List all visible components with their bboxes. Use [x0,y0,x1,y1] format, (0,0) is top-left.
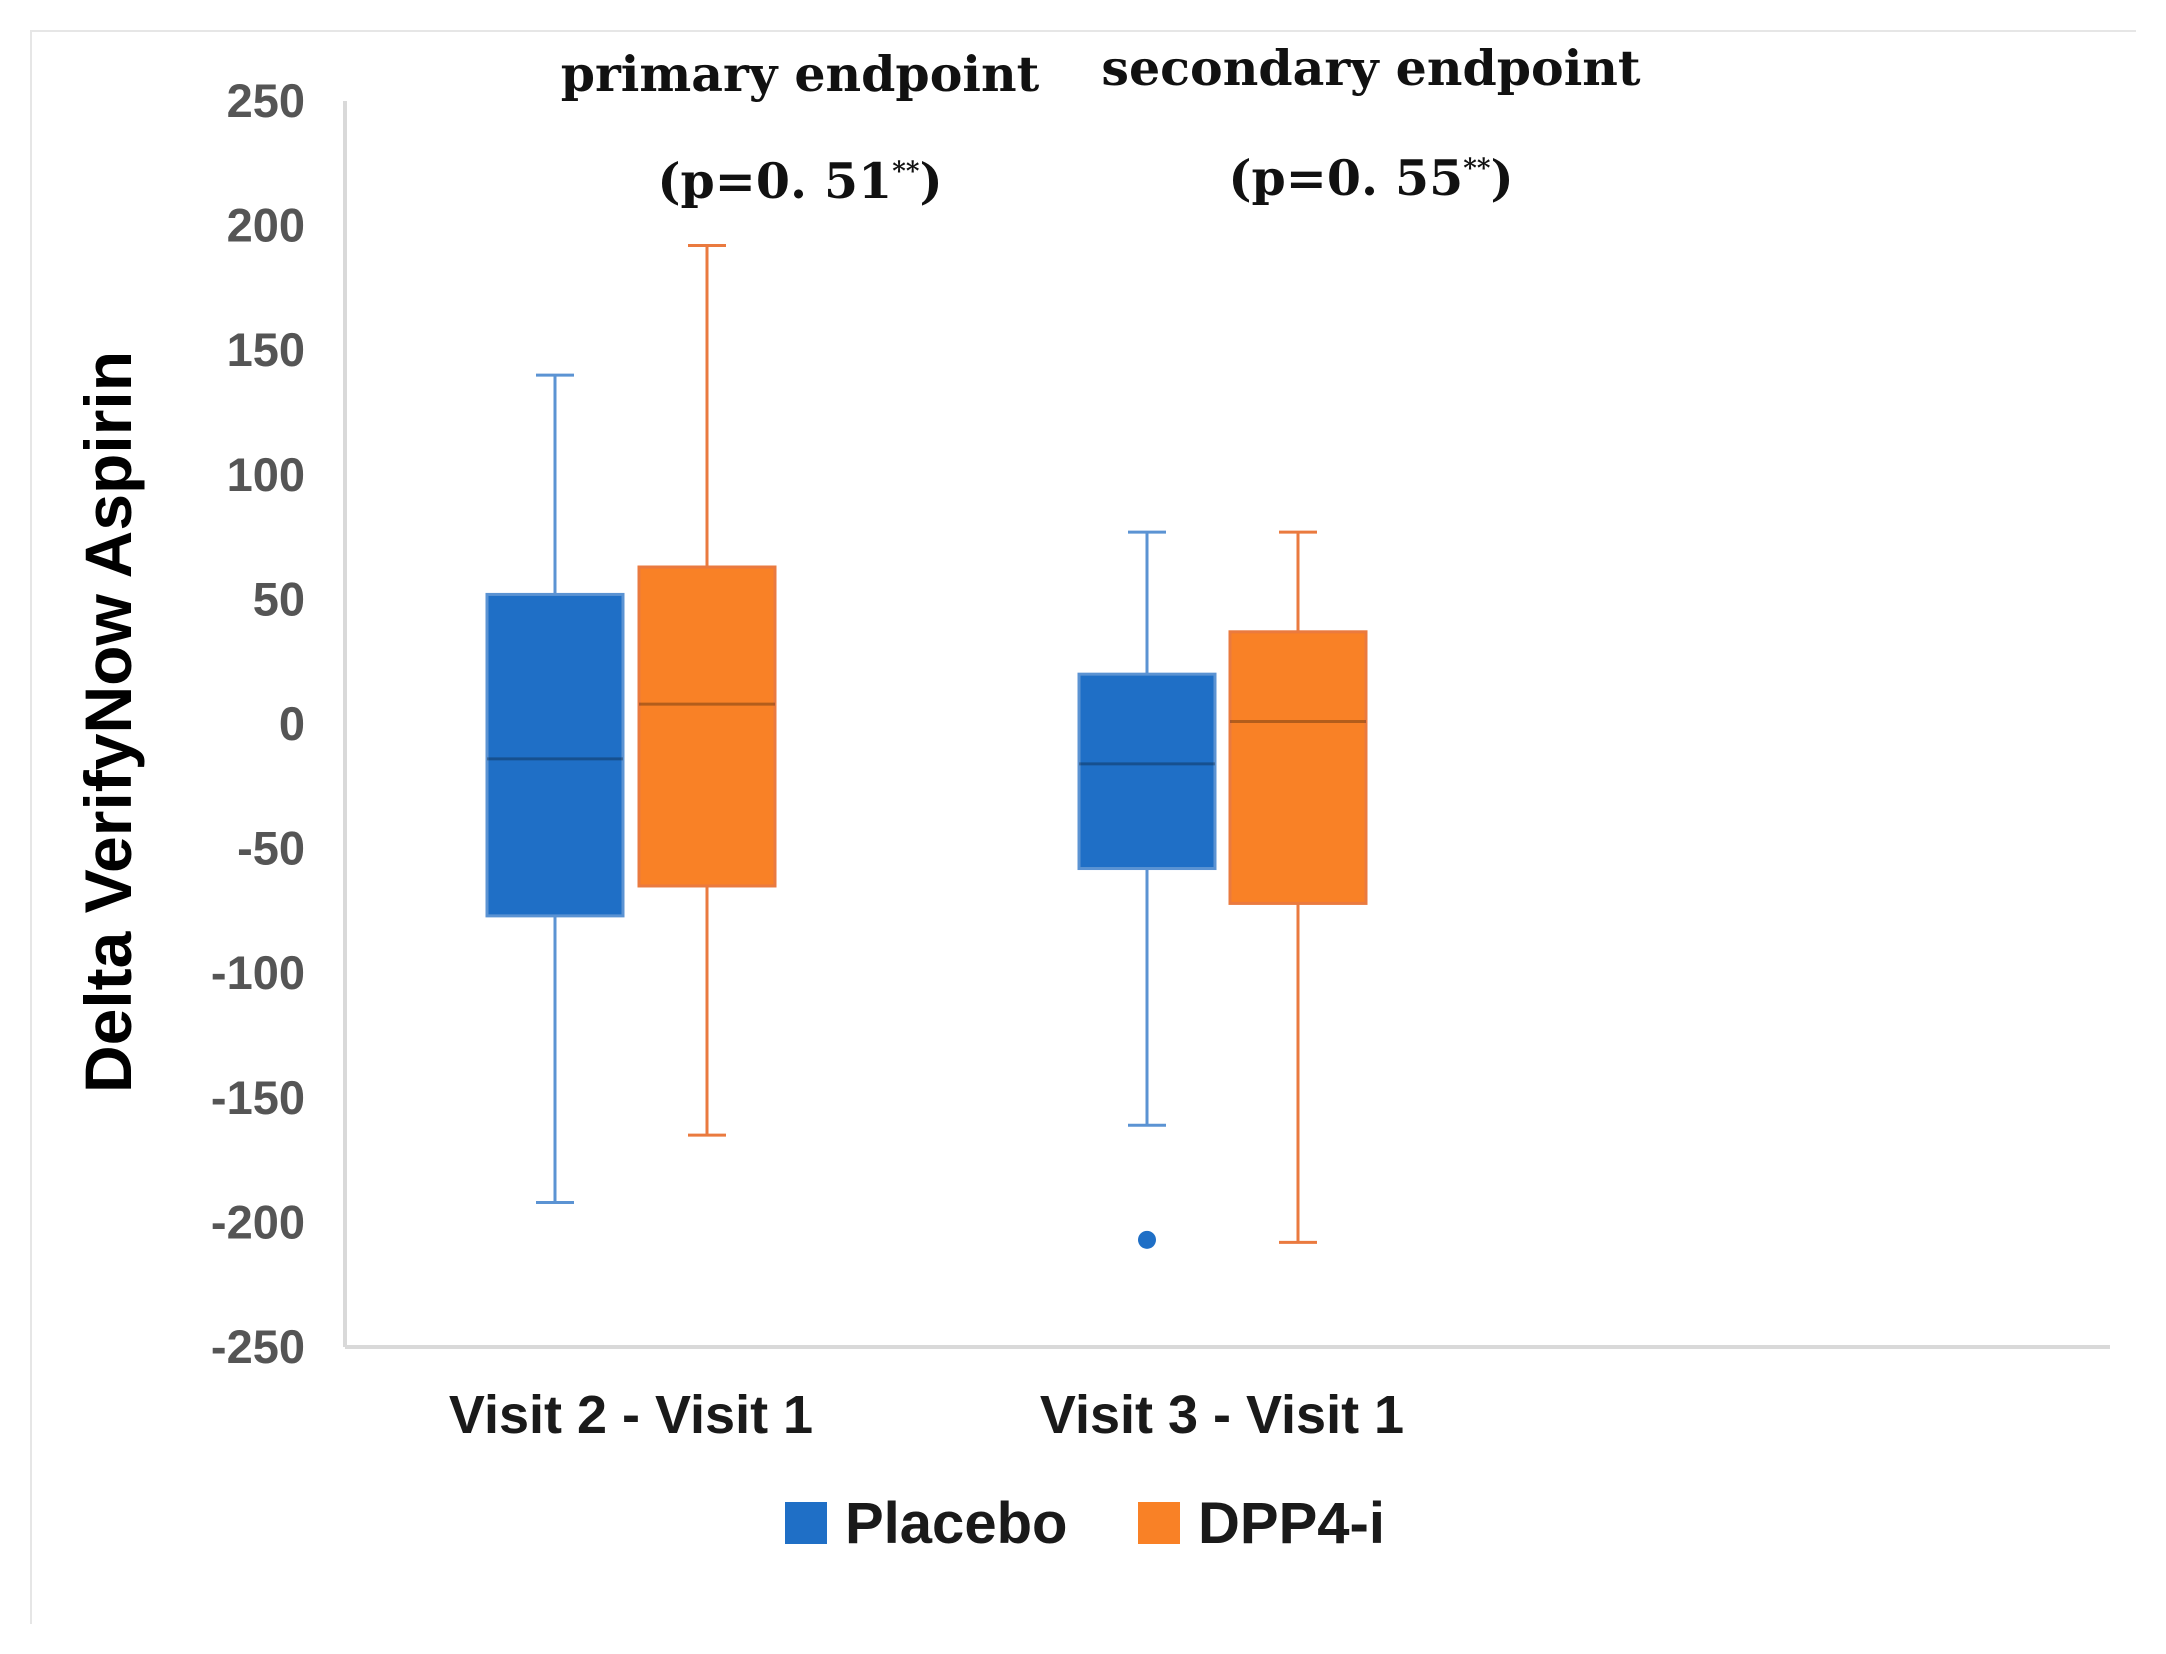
box-series [485,244,1368,1249]
significance-annotations: primary endpoint(p=0. 51**)secondary end… [561,39,1641,210]
legend-label: DPP4-i [1198,1491,1385,1556]
legend-swatch [1138,1502,1180,1544]
x-category-label: Visit 2 - Visit 1 [449,1385,813,1445]
iqr-box [1077,672,1217,871]
box-placebo-2 [1077,530,1217,1249]
y-tick-label: 50 [253,572,305,625]
endpoint-title: primary endpoint [561,45,1040,103]
iqr-box [637,565,777,888]
p-value-close: ) [919,152,942,210]
axes [343,101,2110,1349]
box-placebo-1 [485,373,625,1204]
y-tick-label: -100 [211,946,305,999]
y-tick-labels: 250 200 150 100 50 0 -50 -100 -150 -200 -250 [211,74,305,1373]
iqr-box [1228,630,1368,905]
p-value-stars: ** [1463,154,1491,184]
outlier-point [1138,1230,1156,1249]
iqr-box [485,592,625,918]
y-tick-label: 150 [227,323,305,376]
legend-label: Placebo [845,1491,1067,1556]
box-dpp4-i-1 [637,244,777,1137]
y-tick-label: -150 [211,1071,305,1124]
p-value-label: (p=0. 51**) [657,152,942,210]
p-value-stars: ** [892,157,920,187]
y-tick-label: -250 [211,1320,305,1373]
y-tick-label: 0 [279,697,305,750]
x-category-label: Visit 3 - Visit 1 [1040,1385,1404,1445]
endpoint-title: secondary endpoint [1101,39,1641,97]
y-tick-label: -50 [237,822,305,875]
category-labels: Visit 2 - Visit 1 Visit 3 - Visit 1 [449,1385,1404,1445]
y-tick-label: 100 [227,448,305,501]
box-dpp4-i-2 [1228,530,1368,1244]
y-axis-title: Delta VerifyNow Aspirin [71,351,145,1093]
y-tick-label: 250 [227,74,305,127]
p-value-label: (p=0. 55**) [1228,149,1513,207]
legend: Placebo DPP4-i [785,1491,1385,1556]
legend-swatch [785,1502,827,1544]
y-tick-label: -200 [211,1195,305,1248]
chart-frame [30,30,2136,1624]
p-value-close: ) [1490,149,1513,207]
y-tick-label: 200 [227,199,305,252]
p-value-text: (p=0. 51 [657,152,892,210]
p-value-text: (p=0. 55 [1228,149,1463,207]
